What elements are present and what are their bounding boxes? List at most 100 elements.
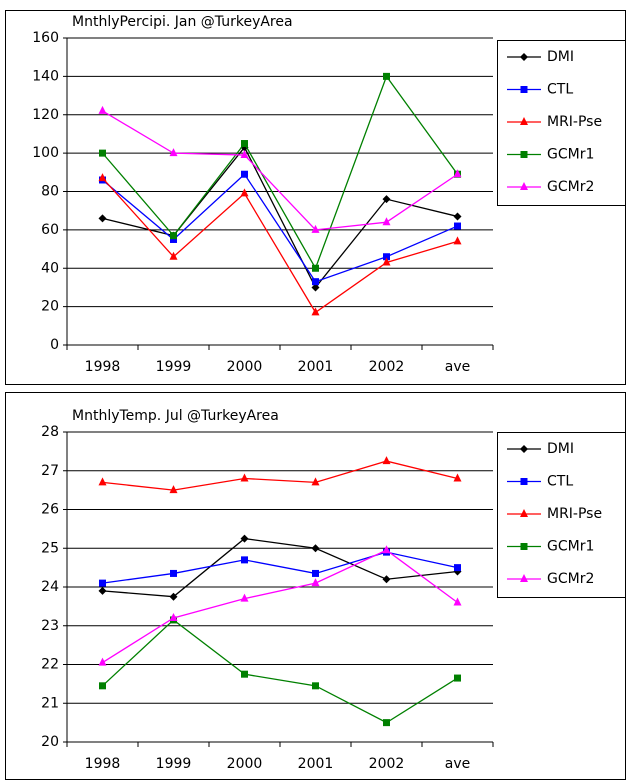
y-tick-label: 21 bbox=[41, 695, 59, 711]
marker bbox=[382, 195, 391, 204]
y-tick-label: 0 bbox=[50, 337, 59, 353]
marker bbox=[311, 578, 320, 587]
marker bbox=[240, 534, 249, 543]
y-tick-label: 28 bbox=[41, 424, 59, 440]
legend-label: GCMr2 bbox=[547, 179, 594, 195]
marker bbox=[383, 253, 390, 261]
marker bbox=[312, 682, 319, 690]
y-tick-label: 100 bbox=[32, 145, 59, 161]
x-tick-label: 2001 bbox=[298, 359, 334, 375]
marker bbox=[98, 173, 107, 182]
marker bbox=[311, 283, 320, 292]
marker bbox=[169, 148, 178, 157]
marker bbox=[382, 217, 391, 226]
marker bbox=[169, 485, 178, 494]
series-line bbox=[102, 177, 458, 314]
y-tick-label: 22 bbox=[41, 657, 59, 673]
marker bbox=[453, 169, 462, 178]
legend-label: GCMr2 bbox=[547, 571, 594, 587]
legend-label: CTL bbox=[547, 474, 573, 490]
x-tick-label: 1998 bbox=[85, 359, 121, 375]
legend bbox=[497, 40, 626, 206]
marker bbox=[98, 586, 107, 595]
marker bbox=[169, 251, 178, 260]
marker bbox=[170, 235, 177, 243]
legend bbox=[497, 432, 626, 598]
x-tick-label: 2001 bbox=[298, 756, 334, 772]
marker bbox=[520, 509, 528, 517]
marker bbox=[98, 105, 107, 114]
marker bbox=[311, 224, 320, 233]
legend-label: GCMr1 bbox=[547, 539, 594, 555]
marker bbox=[453, 473, 462, 482]
y-tick-label: 27 bbox=[41, 463, 59, 479]
marker bbox=[312, 278, 319, 286]
y-tick-label: 25 bbox=[41, 540, 59, 556]
legend-label: DMI bbox=[547, 441, 574, 457]
marker bbox=[383, 72, 390, 80]
marker bbox=[311, 544, 320, 553]
marker bbox=[453, 597, 462, 606]
marker bbox=[454, 222, 461, 230]
y-tick-label: 80 bbox=[41, 184, 59, 200]
marker bbox=[170, 232, 177, 240]
marker bbox=[169, 613, 178, 621]
marker bbox=[382, 575, 391, 584]
marker bbox=[99, 579, 106, 587]
y-tick-label: 120 bbox=[32, 107, 59, 123]
x-tick-label: 2000 bbox=[227, 756, 263, 772]
legend-label: DMI bbox=[547, 49, 574, 65]
marker bbox=[241, 170, 248, 178]
series-line bbox=[102, 173, 458, 283]
marker bbox=[520, 543, 528, 550]
series-line bbox=[102, 75, 459, 270]
marker bbox=[312, 264, 319, 272]
marker bbox=[453, 212, 462, 221]
series-line bbox=[102, 110, 458, 231]
marker bbox=[454, 674, 461, 682]
y-tick-label: 140 bbox=[32, 68, 59, 84]
series-line bbox=[102, 146, 458, 289]
marker bbox=[169, 592, 178, 601]
x-tick-label: 2000 bbox=[227, 359, 263, 375]
x-tick-label: 2002 bbox=[369, 359, 405, 375]
y-tick-label: 60 bbox=[41, 222, 59, 238]
marker bbox=[382, 456, 391, 465]
marker bbox=[520, 445, 528, 453]
series-line bbox=[102, 619, 458, 724]
marker bbox=[170, 569, 177, 577]
x-tick-label: 2002 bbox=[369, 756, 405, 772]
y-tick-label: 24 bbox=[41, 579, 59, 595]
marker bbox=[382, 257, 391, 266]
x-tick-label: ave bbox=[445, 756, 470, 772]
y-tick-label: 40 bbox=[41, 260, 59, 276]
marker bbox=[382, 545, 391, 554]
y-tick-label: 23 bbox=[41, 618, 59, 634]
marker bbox=[241, 140, 248, 148]
marker bbox=[453, 236, 462, 245]
marker bbox=[454, 564, 461, 572]
marker bbox=[520, 478, 528, 485]
marker bbox=[98, 477, 107, 486]
marker bbox=[520, 86, 528, 93]
legend-label: CTL bbox=[547, 82, 573, 98]
marker bbox=[520, 117, 528, 125]
y-tick-label: 26 bbox=[41, 502, 59, 518]
marker bbox=[98, 657, 107, 666]
marker bbox=[99, 682, 106, 690]
y-tick-label: 20 bbox=[41, 299, 59, 315]
marker bbox=[240, 593, 249, 602]
marker bbox=[311, 307, 320, 316]
x-tick-label: 1999 bbox=[156, 756, 192, 772]
series-line bbox=[102, 537, 458, 598]
marker bbox=[241, 670, 248, 678]
x-tick-label: 1999 bbox=[156, 359, 192, 375]
y-tick-label: 160 bbox=[32, 30, 59, 46]
marker bbox=[241, 556, 248, 564]
marker bbox=[312, 569, 319, 577]
x-tick-label: ave bbox=[445, 359, 470, 375]
series-line bbox=[102, 551, 458, 584]
legend-label: MRI-Pse bbox=[547, 114, 602, 130]
marker bbox=[240, 188, 249, 197]
